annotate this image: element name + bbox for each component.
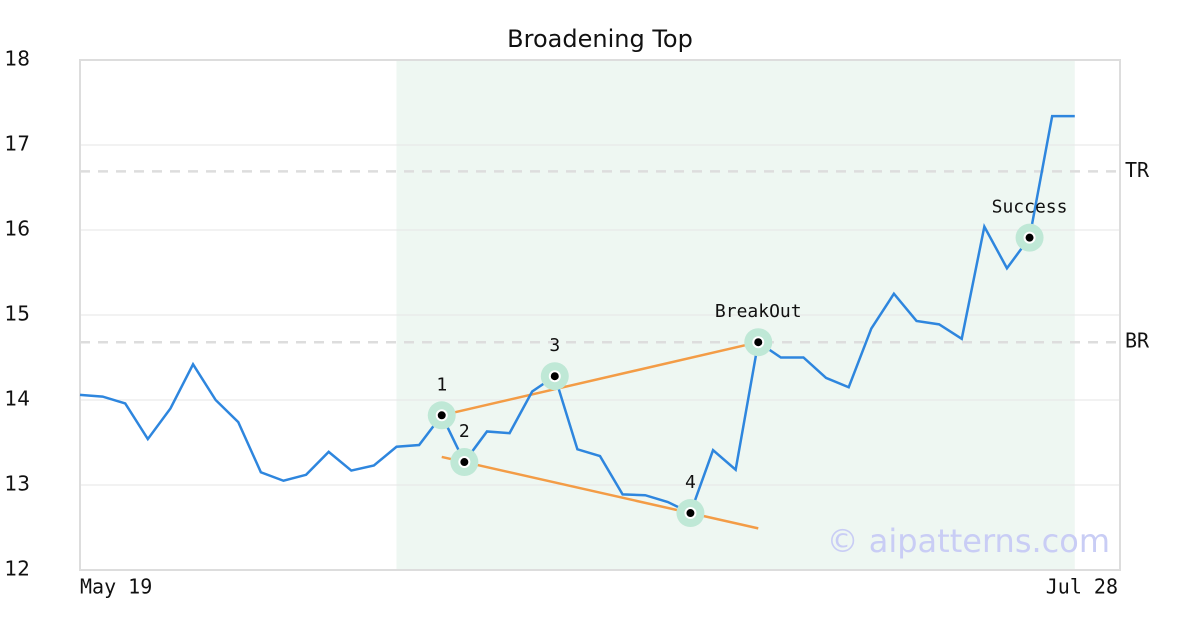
watermark: © aipatterns.com	[827, 522, 1110, 560]
point-dot	[548, 370, 561, 383]
level-label: BR	[1125, 329, 1150, 353]
point-label: 4	[685, 472, 696, 493]
y-tick-label: 13	[5, 472, 30, 496]
point-label: 1	[436, 374, 447, 395]
point-label: 3	[549, 335, 560, 356]
point-dot	[684, 507, 697, 520]
y-tick-label: 18	[5, 47, 30, 71]
y-tick-label: 15	[5, 302, 30, 326]
chart-title: Broadening Top	[507, 25, 693, 53]
y-tick-label: 12	[5, 557, 30, 581]
x-tick-label: May 19	[80, 575, 152, 599]
x-tick-label: Jul 28	[1046, 575, 1118, 599]
point-label: BreakOut	[715, 301, 802, 322]
price-line	[79, 114, 1075, 515]
y-tick-label: 16	[5, 217, 30, 241]
point-dot	[1023, 231, 1036, 244]
point-dot	[752, 336, 765, 349]
trendline	[441, 340, 759, 417]
level-label: TR	[1125, 158, 1150, 182]
y-tick-label: 17	[5, 132, 30, 156]
point-label: 2	[459, 421, 470, 442]
trendline	[441, 455, 759, 530]
point-label: Success	[992, 197, 1068, 218]
point-dot	[458, 456, 471, 469]
point-dot	[435, 409, 448, 422]
plot-border	[79, 59, 1121, 571]
y-tick-label: 14	[5, 387, 30, 411]
